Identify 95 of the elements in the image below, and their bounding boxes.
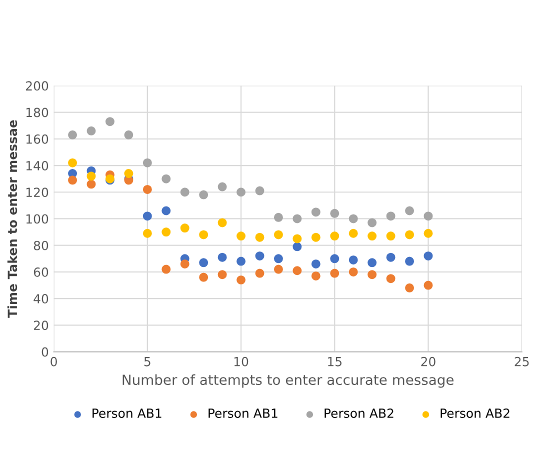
x-tick-label: 25 [514, 356, 529, 366]
point [255, 268, 264, 278]
legend-label: Person AB2 [440, 408, 510, 418]
point [348, 267, 358, 276]
y-axis-title: Time Taken to enter messae [7, 120, 18, 318]
y-tick-label: 140 [26, 160, 48, 170]
legend-label: Person AB1 [208, 408, 278, 418]
point [368, 270, 377, 280]
point [311, 232, 320, 242]
point [162, 264, 171, 274]
y-tick-label: 120 [26, 188, 48, 198]
point [218, 252, 227, 262]
point [405, 206, 414, 216]
point [236, 256, 246, 266]
legend-label: Person AB1 [92, 408, 162, 418]
x-tick-label: 0 [50, 356, 57, 366]
point [292, 242, 302, 252]
y-tick-label: 200 [26, 81, 48, 91]
point [142, 184, 152, 194]
point [424, 280, 433, 290]
point [68, 176, 78, 185]
point [274, 230, 283, 240]
point [386, 212, 396, 221]
point [274, 254, 283, 264]
point [236, 275, 246, 284]
point [311, 208, 320, 217]
y-tick-label: 0 [42, 347, 48, 357]
point [292, 266, 302, 276]
point [292, 234, 302, 244]
y-tick-label: 20 [34, 320, 48, 330]
point [386, 274, 396, 284]
legend-label: Person AB2 [324, 408, 394, 418]
point [255, 232, 264, 242]
point [124, 169, 134, 178]
point [86, 172, 96, 181]
point [199, 272, 208, 282]
point [424, 212, 433, 221]
point [368, 258, 377, 268]
point [386, 252, 396, 262]
point [162, 174, 171, 184]
point [236, 232, 246, 241]
point [124, 130, 134, 140]
point [218, 182, 227, 192]
point [292, 214, 302, 224]
point [86, 180, 96, 189]
point [348, 214, 358, 224]
point [255, 186, 264, 196]
point [405, 256, 414, 266]
point [180, 188, 190, 197]
point [405, 283, 414, 292]
point [142, 212, 152, 221]
y-tick-label: 40 [34, 294, 48, 304]
point [274, 264, 283, 274]
y-tick-label: 60 [34, 267, 48, 277]
point [142, 228, 152, 238]
x-axis-title: Number of attempts to enter accurate message [122, 374, 454, 388]
point [330, 268, 340, 278]
point [424, 251, 433, 260]
point [274, 212, 283, 222]
point [199, 190, 208, 200]
point [330, 254, 340, 264]
point [86, 126, 96, 136]
y-tick-label: 180 [26, 108, 48, 118]
point [330, 208, 340, 218]
point [218, 218, 227, 228]
point [180, 224, 190, 233]
y-tick-label: 100 [26, 214, 48, 224]
point [424, 228, 433, 238]
point [68, 130, 78, 140]
x-tick-label: 15 [328, 357, 342, 366]
x-tick-label: 5 [144, 357, 150, 366]
point [368, 232, 377, 241]
point [311, 259, 320, 268]
point [180, 259, 190, 268]
point [405, 230, 414, 240]
point [311, 271, 320, 280]
point [330, 232, 340, 241]
x-tick-label: 10 [234, 356, 248, 366]
point [348, 228, 358, 238]
x-tick-label: 20 [421, 356, 436, 366]
point [68, 158, 78, 168]
point [348, 255, 358, 264]
point [199, 258, 208, 268]
point [162, 206, 171, 216]
point [105, 117, 114, 126]
point [162, 228, 171, 237]
y-tick-label: 80 [34, 240, 48, 250]
point [236, 188, 246, 197]
point [255, 251, 264, 260]
point [218, 270, 227, 280]
point [386, 232, 396, 241]
y-tick-label: 160 [26, 134, 48, 144]
point [368, 218, 377, 228]
point [142, 158, 152, 168]
point [199, 230, 208, 240]
